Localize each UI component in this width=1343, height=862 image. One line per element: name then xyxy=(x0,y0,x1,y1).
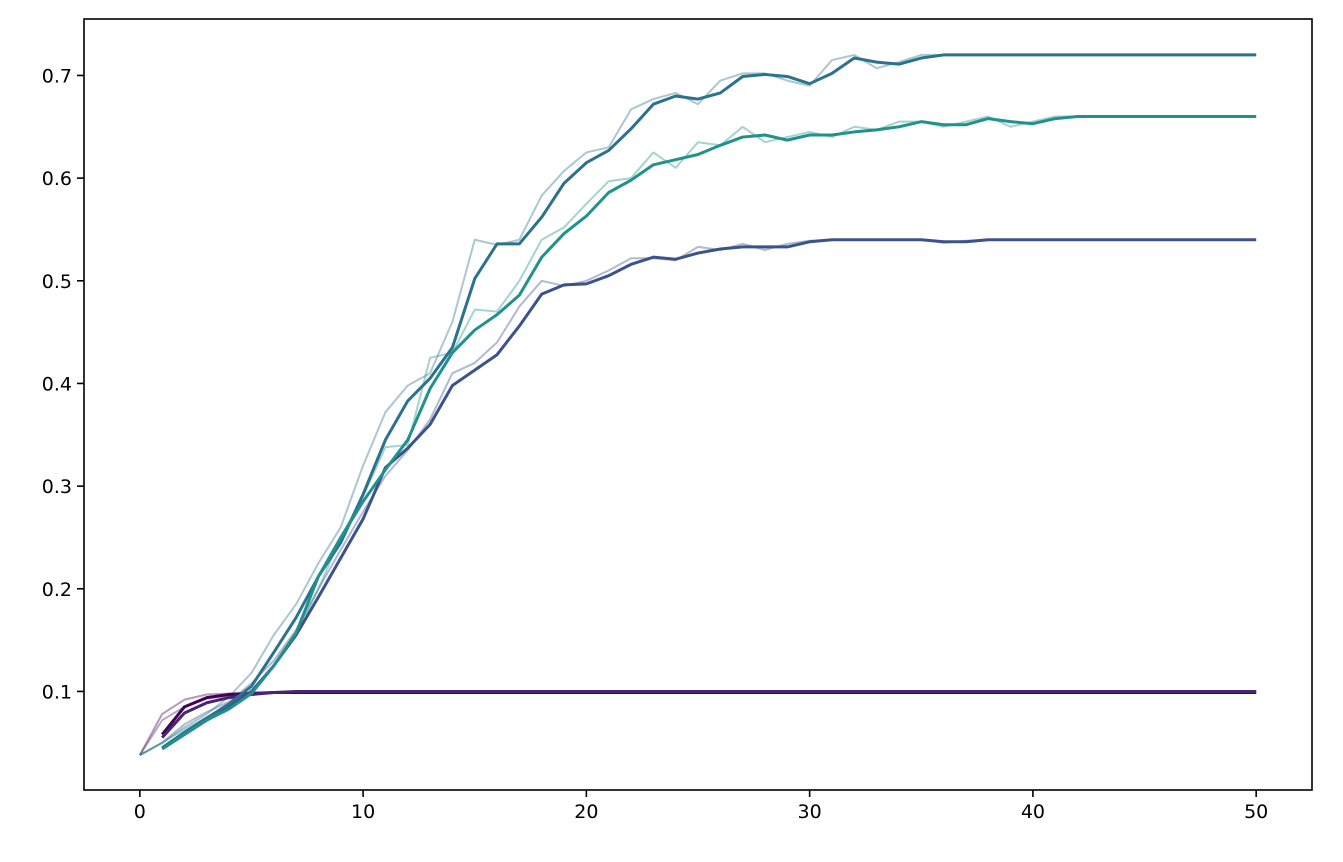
y-tick-label: 0.5 xyxy=(42,271,72,293)
series-layer xyxy=(138,53,1257,756)
x-tick-label: 30 xyxy=(798,801,822,823)
x-tick-label: 0 xyxy=(134,801,146,823)
x-tick-label: 20 xyxy=(574,801,598,823)
x-axis: 0 10 20 30 40 50 xyxy=(134,790,1268,823)
y-tick-label: 0.1 xyxy=(42,681,72,703)
x-tick-label: 50 xyxy=(1244,801,1268,823)
plot-frame xyxy=(83,18,1313,791)
y-tick-label: 0.7 xyxy=(42,65,72,87)
x-tick-label: 10 xyxy=(351,801,375,823)
y-axis: 0.1 0.2 0.3 0.4 0.5 0.6 0.7 xyxy=(42,65,84,703)
y-tick-label: 0.2 xyxy=(42,579,72,601)
y-tick-label: 0.4 xyxy=(42,373,72,395)
series-2-smoothed-line xyxy=(161,238,1257,750)
x-tick-label: 40 xyxy=(1021,801,1045,823)
series-4-smoothed-line xyxy=(161,115,1257,751)
y-tick-label: 0.6 xyxy=(42,168,72,190)
y-tick-label: 0.3 xyxy=(42,476,72,498)
series-1-smoothed-line xyxy=(161,689,1257,739)
series-3-smoothed-line xyxy=(161,53,1257,750)
